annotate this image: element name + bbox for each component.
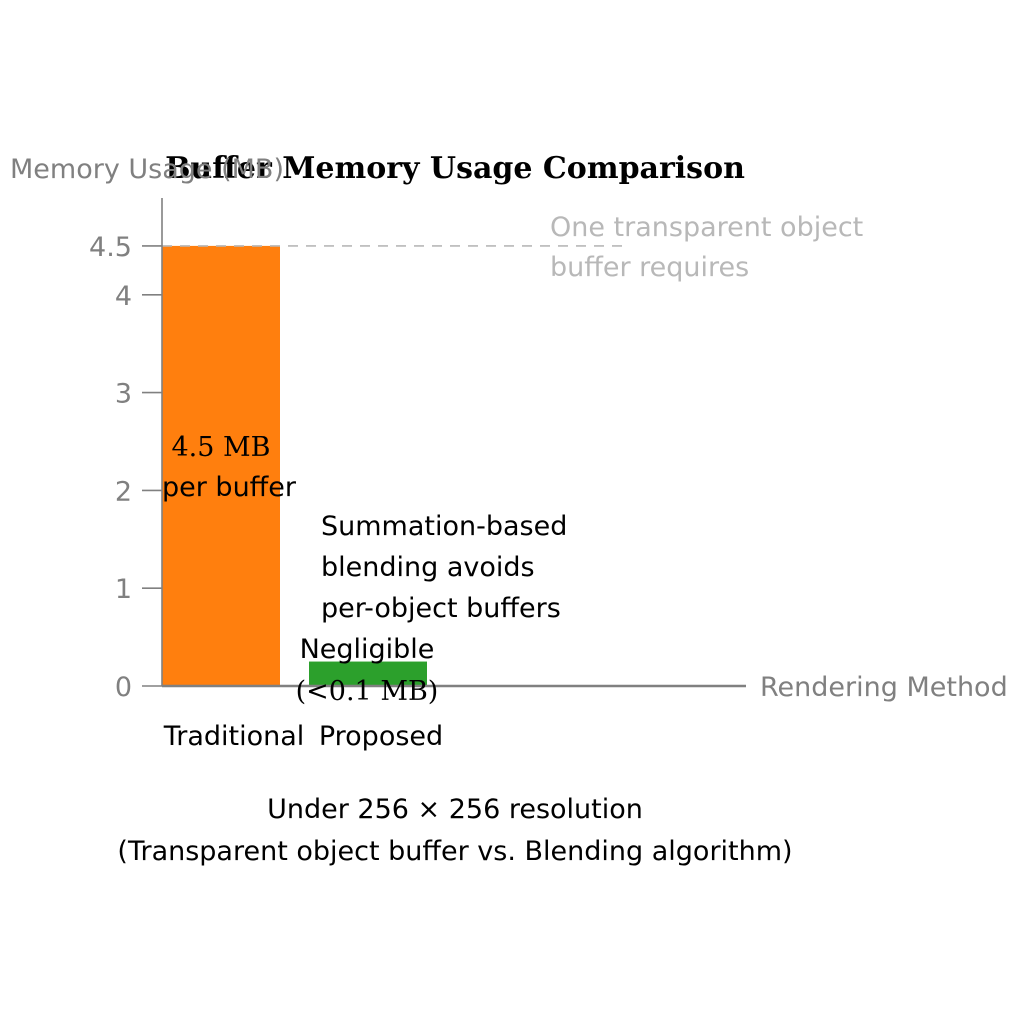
reference-note-line-2: buffer requires [550, 252, 749, 283]
traditional-annotation-unit: per buffer [162, 472, 297, 503]
plot-area: 0 1 2 3 4 4.5 Traditional Proposed [89, 198, 746, 752]
traditional-annotation-value: 4.5 MB [171, 432, 270, 463]
x-tick-label-proposed: Proposed [319, 721, 443, 752]
y-tick-label-0: 0 [115, 672, 132, 703]
side-note-line-3: per-object buffers [321, 593, 561, 624]
proposed-bar-annotation: Negligible (<0.1 MB) [296, 634, 439, 707]
proposed-annotation-line-2: (<0.1 MB) [296, 676, 439, 707]
y-tick-label-3: 3 [115, 379, 132, 410]
bar-proposed [309, 661, 427, 686]
side-note-line-2: blending avoids [321, 552, 535, 583]
chart-title: Buffer Memory Usage Comparison [165, 151, 745, 186]
side-note: Summation-based blending avoids per-obje… [321, 511, 567, 624]
y-tick-label-4.5: 4.5 [89, 232, 132, 263]
side-note-line-1: Summation-based [321, 511, 567, 542]
traditional-bar-annotation: 4.5 MB per buffer [162, 432, 297, 503]
caption-line-2: (Transparent object buffer vs. Blending … [117, 836, 792, 867]
y-axis-label: Memory Usage (MB) [10, 154, 284, 185]
reference-note: One transparent object buffer requires [550, 212, 863, 283]
y-tick-label-2: 2 [115, 476, 132, 507]
x-tick-label-traditional: Traditional [163, 721, 305, 752]
x-axis-label: Rendering Method [760, 672, 1008, 703]
caption: Under 256 × 256 resolution (Transparent … [117, 794, 792, 867]
y-tick-label-1: 1 [115, 574, 132, 605]
y-tick-label-4: 4 [115, 281, 132, 312]
bar-traditional [162, 245, 280, 686]
caption-line-1: Under 256 × 256 resolution [267, 794, 643, 825]
reference-note-line-1: One transparent object [550, 212, 863, 243]
proposed-annotation-line-1: Negligible [300, 634, 435, 665]
